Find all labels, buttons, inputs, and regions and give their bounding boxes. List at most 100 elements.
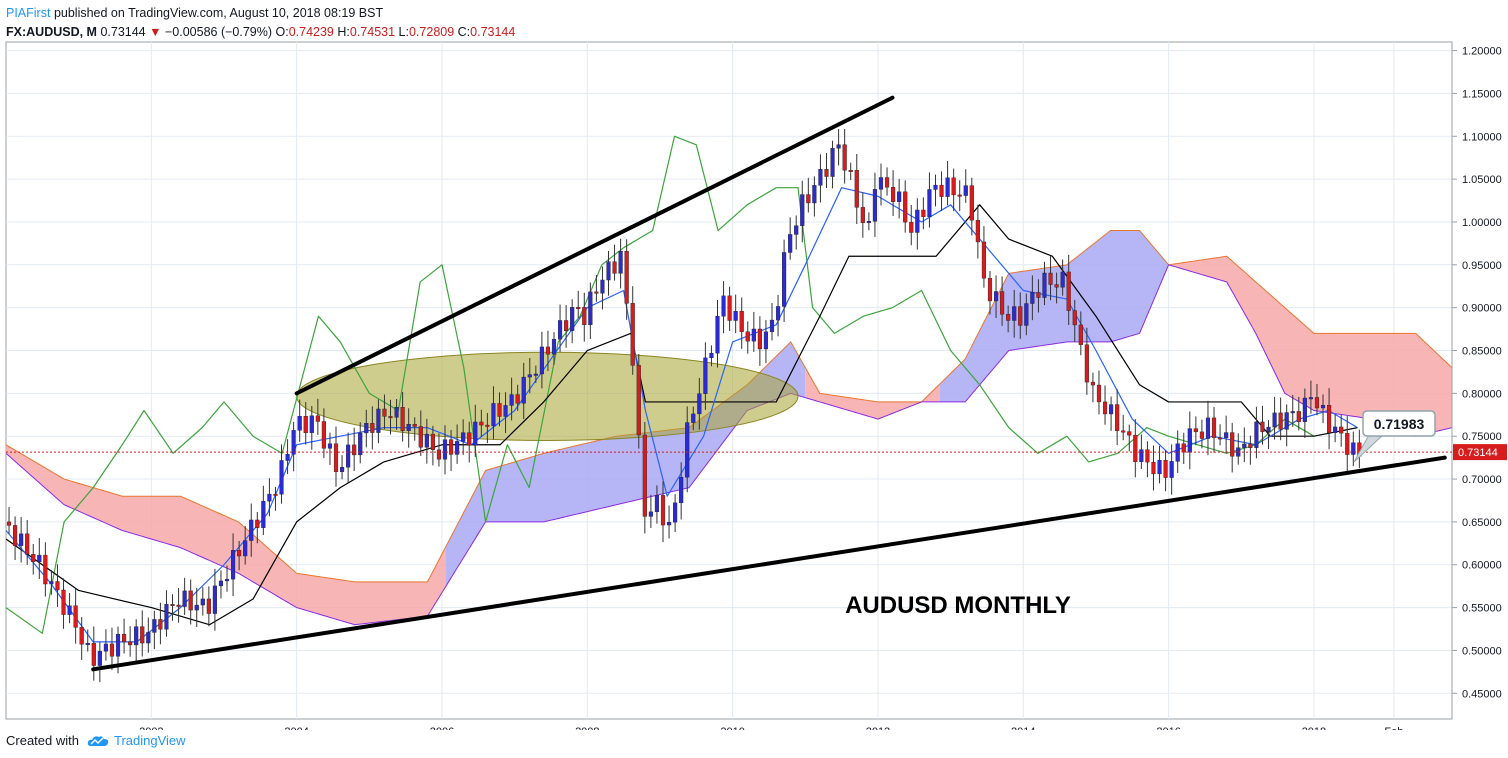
candle-body — [461, 432, 466, 442]
candle-body — [418, 426, 423, 448]
candle-body — [49, 581, 54, 585]
plot-layer — [6, 95, 1452, 683]
candle-body — [158, 619, 163, 630]
candle-body — [255, 519, 260, 528]
time-tick-label: 2016 — [1156, 726, 1180, 730]
candle-body — [957, 194, 962, 197]
candle-body — [606, 261, 611, 281]
candle-body — [430, 433, 435, 451]
candle-body — [673, 502, 678, 523]
candle-body — [1205, 417, 1211, 439]
candle-body — [1151, 461, 1156, 475]
candle-body — [13, 525, 18, 546]
candle-body — [473, 421, 478, 446]
candle-body — [55, 581, 60, 591]
candle-body — [697, 393, 702, 415]
candle-body — [91, 643, 96, 666]
candle-body — [588, 291, 593, 325]
candle-body — [333, 443, 339, 472]
candle-body — [545, 346, 551, 355]
candle-body — [1121, 430, 1126, 433]
candle-body — [1042, 272, 1047, 298]
candle-body — [1320, 405, 1326, 409]
price-change: −0.00586 (−0.79%) — [164, 25, 273, 39]
candle-body — [576, 307, 581, 310]
candle-body — [830, 148, 835, 177]
candle-body — [860, 207, 865, 223]
candle-body — [1327, 405, 1332, 433]
created-with-text: Created with — [6, 733, 79, 748]
candle-body — [321, 421, 326, 449]
candle-body — [951, 177, 956, 196]
candle-body — [85, 643, 90, 645]
kumo-cloud — [1168, 256, 1452, 437]
price-tick-label: 0.90000 — [1462, 303, 1502, 315]
tradingview-link[interactable]: TradingView — [87, 733, 186, 748]
price-chart[interactable]: 1.20000 1.15000 1.10000 1.05000 1.00000 0.950… — [0, 0, 1508, 730]
candle-body — [79, 627, 84, 645]
candle-body — [1084, 344, 1089, 383]
price-tick-label: 0.85000 — [1462, 346, 1502, 358]
ohlc-line: FX:AUDUSD, M 0.73144 ▼ −0.00586 (−0.79%)… — [6, 23, 515, 42]
candle-body — [1278, 412, 1283, 430]
candle-body — [436, 449, 442, 460]
candle-body — [854, 170, 859, 208]
candle-body — [848, 169, 853, 172]
candle-body — [73, 605, 78, 628]
candle-body — [152, 619, 157, 633]
candle-body — [297, 416, 302, 431]
candle-body — [594, 291, 599, 294]
candle-body — [1030, 292, 1035, 304]
time-axis[interactable]: 2002 2004 2006 2008 2010 2012 2014 2016 2018 Feb — [139, 726, 1403, 730]
trendline — [91, 455, 1447, 672]
candle-body — [237, 550, 242, 557]
price-axis[interactable]: 1.20000 1.15000 1.10000 1.05000 1.00000 0.950… — [1452, 46, 1502, 701]
price-tick-label: 0.95000 — [1462, 260, 1502, 272]
price-tick-label: 0.75000 — [1462, 431, 1502, 443]
candle-body — [915, 209, 920, 233]
candle-body — [19, 533, 24, 546]
candle-body — [1115, 404, 1120, 431]
kijun-sen-line — [6, 204, 1358, 626]
candle-body — [703, 357, 708, 394]
candle-body — [442, 439, 448, 460]
candle-body — [836, 144, 841, 149]
candle-body — [37, 554, 42, 563]
price-tick-label: 1.15000 — [1462, 88, 1502, 100]
candle-body — [654, 495, 660, 513]
candle-body — [788, 234, 793, 253]
low-label: L: — [398, 25, 409, 39]
candle-body — [715, 316, 720, 354]
candle-body — [1127, 431, 1132, 436]
candle-body — [1054, 284, 1059, 288]
author-name[interactable]: PIAFirst — [6, 6, 51, 20]
candle-body — [1078, 324, 1083, 345]
candle-body — [660, 495, 666, 526]
candle-body — [666, 522, 672, 526]
candle-body — [975, 220, 980, 243]
candle-body — [521, 376, 526, 404]
candle-body — [97, 651, 102, 666]
candle-body — [582, 307, 587, 325]
candle-body — [570, 307, 575, 331]
candle-body — [612, 261, 617, 274]
senkou-span-b-line — [6, 264, 1452, 626]
candle-body — [1102, 401, 1108, 415]
candle-body — [243, 540, 248, 557]
candle-body — [691, 413, 696, 423]
candle-body — [25, 533, 30, 555]
candle-body — [551, 339, 557, 355]
candle-body — [170, 604, 175, 607]
annotation-layer: 0.73144 0.71983 — [6, 410, 1507, 463]
candle-body — [739, 311, 744, 332]
candle-body — [412, 424, 417, 427]
candle-body — [1163, 459, 1168, 478]
callout-label: 0.71983 — [1374, 416, 1425, 432]
candle-body — [1296, 411, 1301, 422]
candle-body — [1187, 428, 1192, 453]
candle-body — [624, 251, 629, 304]
candle-body — [1254, 421, 1259, 448]
candle-body — [733, 311, 738, 321]
candle-body — [1284, 412, 1289, 430]
price-tick-label: 1.10000 — [1462, 131, 1502, 143]
